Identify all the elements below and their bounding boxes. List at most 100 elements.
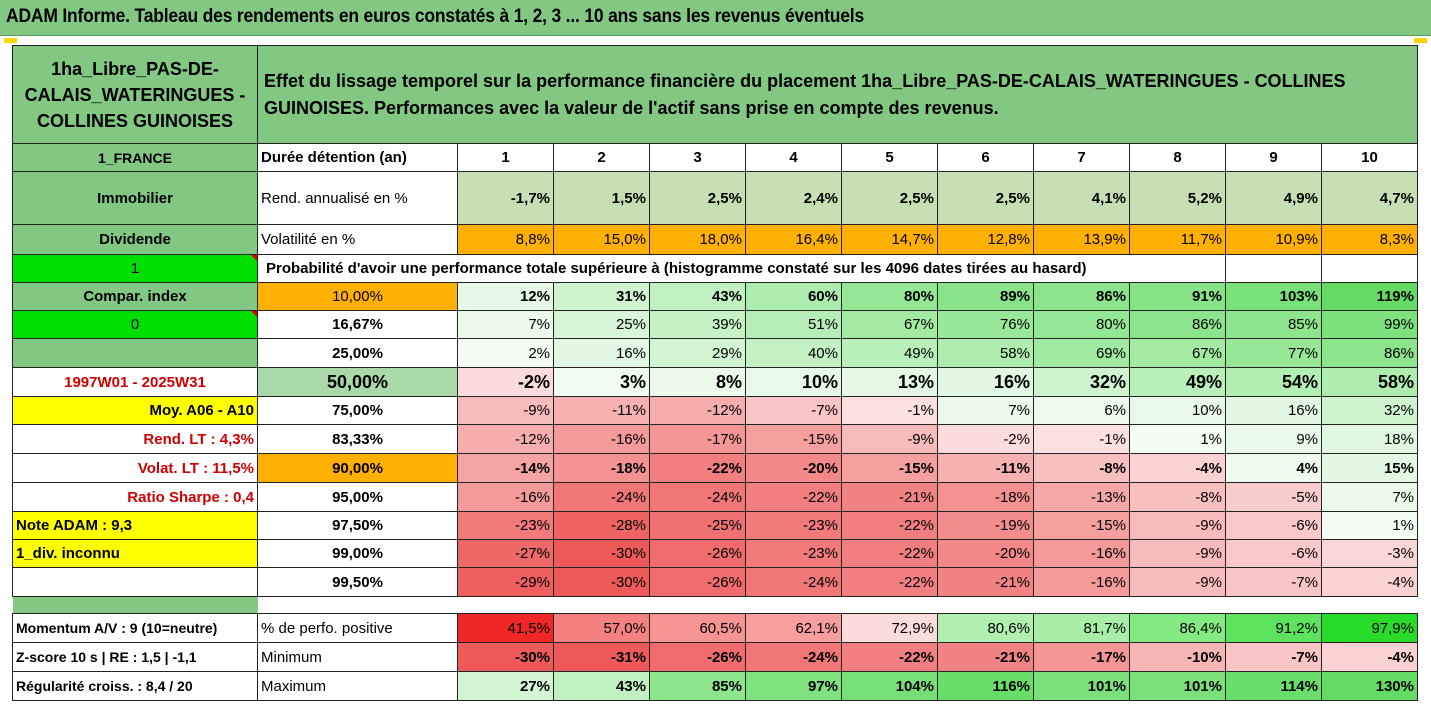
quantile-cell: 3% (553, 367, 650, 397)
quantile-label: 50,00% (257, 367, 458, 397)
quantile-cell: 1% (1321, 511, 1418, 540)
positive-perf-cell: 41,5% (457, 613, 554, 643)
quantile-cell: -22% (745, 482, 842, 512)
quantile-label: 75,00% (257, 396, 458, 425)
quantile-cell: 18% (1321, 424, 1418, 454)
quantile-label: 90,00% (257, 453, 458, 483)
quantile-cell: 9% (1225, 424, 1322, 454)
quantile-label: 16,67% (257, 310, 458, 339)
quantile-cell: -26% (649, 539, 746, 568)
quantile-row: Moy. A06 - A10 75,00% -9% -11% -12% -7% … (12, 396, 1418, 425)
year-header: 5 (841, 143, 938, 172)
year-header: 10 (1321, 143, 1418, 172)
regularity-label: Régularité croiss. : 8,4 / 20 (12, 671, 258, 701)
year-header: 1 (457, 143, 554, 172)
quantile-label: 95,00% (257, 482, 458, 512)
quantile-cell: 32% (1033, 367, 1130, 397)
quantile-label: 99,50% (257, 567, 458, 597)
rend-lt-label: Rend. LT : 4,3% (12, 424, 258, 454)
volatility-cell: 8,3% (1321, 224, 1418, 255)
quantile-cell: -5% (1225, 482, 1322, 512)
holding-duration-label: Durée détention (an) (257, 143, 458, 172)
quantile-cell: -29% (457, 567, 554, 597)
volatility-cell: 12,8% (937, 224, 1034, 255)
minimum-cell: -24% (745, 642, 842, 672)
year-header: 6 (937, 143, 1034, 172)
return-cell: 2,5% (649, 171, 746, 225)
quantile-cell: -16% (1033, 539, 1130, 568)
quantile-cell: 16% (553, 338, 650, 368)
compar-index-value[interactable]: 0 (12, 310, 258, 339)
quantile-cell: 16% (1225, 396, 1322, 425)
quantile-cell: 39% (649, 310, 746, 339)
quantile-cell: 85% (1225, 310, 1322, 339)
quantile-cell: 77% (1225, 338, 1322, 368)
probability-description: Probabilité d'avoir une performance tota… (257, 254, 1226, 283)
positive-perf-cell: 57,0% (553, 613, 650, 643)
quantile-cell: 99% (1321, 310, 1418, 339)
quantile-cell: 7% (937, 396, 1034, 425)
maximum-label: Maximum (257, 671, 458, 701)
return-cell: 4,7% (1321, 171, 1418, 225)
quantile-cell: -12% (649, 396, 746, 425)
quantile-cell: 43% (649, 282, 746, 311)
quantile-cell: 49% (1129, 367, 1226, 397)
quantile-cell: -16% (457, 482, 554, 512)
quantile-row: Compar. index 10,00% 12% 31% 43% 60% 80%… (12, 282, 1418, 311)
quantile-cell: -9% (457, 396, 554, 425)
volatility-cell: 11,7% (1129, 224, 1226, 255)
moy-label: Moy. A06 - A10 (12, 396, 258, 425)
quantile-cell: -27% (457, 539, 554, 568)
positive-perf-row: Momentum A/V : 9 (10=neutre) % de perfo.… (12, 613, 1418, 643)
quantile-label: 25,00% (257, 338, 458, 368)
quantile-cell: -6% (1225, 511, 1322, 540)
year-header: 9 (1225, 143, 1322, 172)
quantile-cell: -11% (937, 453, 1034, 483)
quantile-cell: 80% (841, 282, 938, 311)
quantile-cell: -8% (1033, 453, 1130, 483)
quantile-cell: 86% (1321, 338, 1418, 368)
quantile-cell: 91% (1129, 282, 1226, 311)
quantile-cell: -14% (457, 453, 554, 483)
maximum-cell: 85% (649, 671, 746, 701)
maximum-cell: 101% (1129, 671, 1226, 701)
empty-cell (1225, 254, 1322, 283)
yellow-marker (1414, 38, 1427, 43)
volatility-cell: 16,4% (745, 224, 842, 255)
quantile-cell: -21% (841, 482, 938, 512)
maximum-cell: 43% (553, 671, 650, 701)
minimum-cell: -17% (1033, 642, 1130, 672)
maximum-cell: 130% (1321, 671, 1418, 701)
minimum-row: Z-score 10 s | RE : 1,5 | -1,1 Minimum -… (12, 642, 1418, 672)
positive-perf-cell: 62,1% (745, 613, 842, 643)
quantile-cell: 7% (457, 310, 554, 339)
quantile-cell: -9% (1129, 539, 1226, 568)
year-header: 2 (553, 143, 650, 172)
annualized-return-row: Immobilier Rend. annualisé en % -1,7% 1,… (12, 171, 1418, 225)
quantile-cell: 76% (937, 310, 1034, 339)
volatility-label: Volatilité en % (257, 224, 458, 255)
note-adam-label: Note ADAM : 9,3 (12, 511, 258, 540)
quantile-row: 1_div. inconnu 99,00% -27% -30% -26% -23… (12, 539, 1418, 568)
quantile-cell: -6% (1225, 539, 1322, 568)
quantile-row: Note ADAM : 9,3 97,50% -23% -28% -25% -2… (12, 511, 1418, 540)
returns-table: 1ha_Libre_PAS-DE-CALAIS_WATERINGUES - CO… (12, 45, 1418, 701)
minimum-cell: -26% (649, 642, 746, 672)
empty-cell (1321, 254, 1418, 283)
dividend-value[interactable]: 1 (12, 254, 258, 283)
annualized-return-label: Rend. annualisé en % (257, 171, 458, 225)
quantile-cell: -2% (457, 367, 554, 397)
quantile-cell: 49% (841, 338, 938, 368)
quantile-cell: -7% (1225, 567, 1322, 597)
quantile-row: Rend. LT : 4,3% 83,33% -12% -16% -17% -1… (12, 424, 1418, 454)
quantile-cell: 67% (1129, 338, 1226, 368)
category-label: Immobilier (12, 171, 258, 225)
quantile-cell: -22% (841, 539, 938, 568)
quantile-cell: 29% (649, 338, 746, 368)
quantile-cell: -26% (649, 567, 746, 597)
quantile-cell: 10% (745, 367, 842, 397)
quantile-cell: -19% (937, 511, 1034, 540)
quantile-cell: -16% (1033, 567, 1130, 597)
quantile-cell: 15% (1321, 453, 1418, 483)
quantile-cell: 51% (745, 310, 842, 339)
